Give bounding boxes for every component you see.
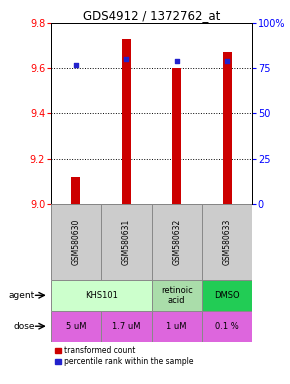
Text: dose: dose bbox=[13, 322, 35, 331]
Bar bbox=[101, 311, 152, 342]
Text: agent: agent bbox=[8, 291, 35, 300]
Text: 5 uM: 5 uM bbox=[66, 322, 86, 331]
Bar bbox=[71, 177, 81, 204]
Text: DMSO: DMSO bbox=[214, 291, 240, 300]
Point bbox=[225, 58, 229, 64]
Bar bbox=[51, 311, 101, 342]
Text: 1.7 uM: 1.7 uM bbox=[112, 322, 141, 331]
Bar bbox=[51, 204, 101, 280]
Bar bbox=[172, 68, 181, 204]
Text: 0.1 %: 0.1 % bbox=[215, 322, 239, 331]
Bar bbox=[152, 311, 202, 342]
Text: GSM580630: GSM580630 bbox=[71, 218, 80, 265]
Text: KHS101: KHS101 bbox=[85, 291, 117, 300]
Text: GSM580631: GSM580631 bbox=[122, 218, 131, 265]
Bar bbox=[202, 311, 252, 342]
Bar bbox=[122, 39, 131, 204]
Bar bbox=[222, 52, 232, 204]
Bar bbox=[51, 280, 152, 311]
Point bbox=[174, 58, 179, 64]
Bar bbox=[101, 204, 152, 280]
Text: 1 uM: 1 uM bbox=[166, 322, 187, 331]
Bar bbox=[152, 280, 202, 311]
Bar bbox=[202, 280, 252, 311]
Point bbox=[74, 61, 78, 68]
Point bbox=[124, 56, 129, 62]
Bar bbox=[152, 204, 202, 280]
Bar bbox=[202, 204, 252, 280]
Text: GSM580633: GSM580633 bbox=[223, 218, 232, 265]
Title: GDS4912 / 1372762_at: GDS4912 / 1372762_at bbox=[83, 9, 220, 22]
Legend: transformed count, percentile rank within the sample: transformed count, percentile rank withi… bbox=[55, 346, 194, 367]
Text: retinoic
acid: retinoic acid bbox=[161, 286, 193, 305]
Text: GSM580632: GSM580632 bbox=[172, 218, 181, 265]
